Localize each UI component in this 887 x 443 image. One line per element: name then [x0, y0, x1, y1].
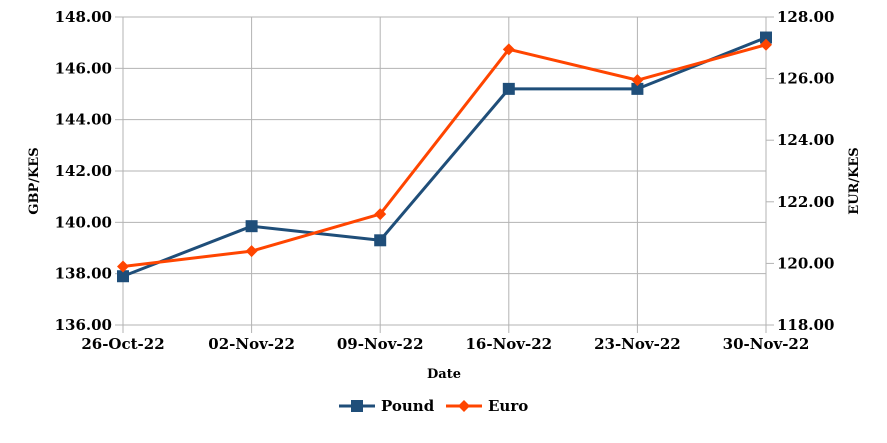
euro-legend-label: Euro	[488, 397, 528, 415]
euro-series-line	[122, 43, 767, 268]
euro-legend-marker	[458, 400, 470, 412]
y-right-tick-label: 126.00	[777, 70, 834, 88]
x-tick-label: 16-Nov-22	[465, 335, 552, 353]
y-left-tick-label: 142.00	[55, 162, 112, 180]
pound-legend-label: Pound	[381, 397, 435, 415]
euro-data-point	[117, 260, 129, 273]
y-axis-left-title: GBP/KES	[27, 147, 42, 214]
pound-data-point	[374, 234, 387, 247]
pound-legend-marker	[351, 400, 363, 412]
pound-series-line	[122, 36, 767, 278]
series-group	[117, 31, 772, 283]
x-tick-label: 23-Nov-22	[594, 335, 681, 353]
pound-data-point	[245, 220, 258, 233]
legend: Pound Euro	[339, 397, 528, 415]
euro-data-point	[760, 38, 772, 51]
y-left-tick-label: 138.00	[55, 265, 112, 283]
x-axis-title: Date	[427, 367, 461, 382]
y-right-tick-label: 118.00	[777, 316, 834, 334]
x-tick-label: 30-Nov-22	[723, 335, 810, 353]
y-right-tick-label: 128.00	[777, 8, 834, 26]
y-left-tick-label: 136.00	[55, 316, 112, 334]
y-right-tick-label: 120.00	[777, 254, 834, 272]
x-tick-label: 02-Nov-22	[208, 335, 295, 353]
gridlines	[115, 16, 774, 333]
y-left-tick-label: 144.00	[55, 111, 112, 129]
x-tick-label: 09-Nov-22	[337, 335, 424, 353]
euro-data-point	[245, 245, 258, 258]
pound-data-point	[760, 31, 772, 44]
euro-data-point	[374, 208, 387, 221]
euro-data-point	[502, 43, 515, 56]
pound-data-point	[502, 82, 515, 95]
pound-data-point	[631, 82, 644, 95]
y-left-tick-label: 148.00	[55, 8, 112, 26]
pound-data-point	[117, 270, 129, 283]
y-left-tick-label: 140.00	[55, 213, 112, 231]
y-left-tick-label: 146.00	[55, 59, 112, 77]
y-right-tick-label: 122.00	[777, 193, 834, 211]
tick-labels: 136.00 138.00 140.00 142.00 144.00 146.00 148.…	[55, 8, 835, 353]
y-right-tick-label: 124.00	[777, 131, 834, 149]
y-axis-right-title: EUR/KES	[847, 147, 862, 214]
x-tick-label: 26-Oct-22	[81, 335, 164, 353]
euro-data-point	[631, 74, 644, 87]
